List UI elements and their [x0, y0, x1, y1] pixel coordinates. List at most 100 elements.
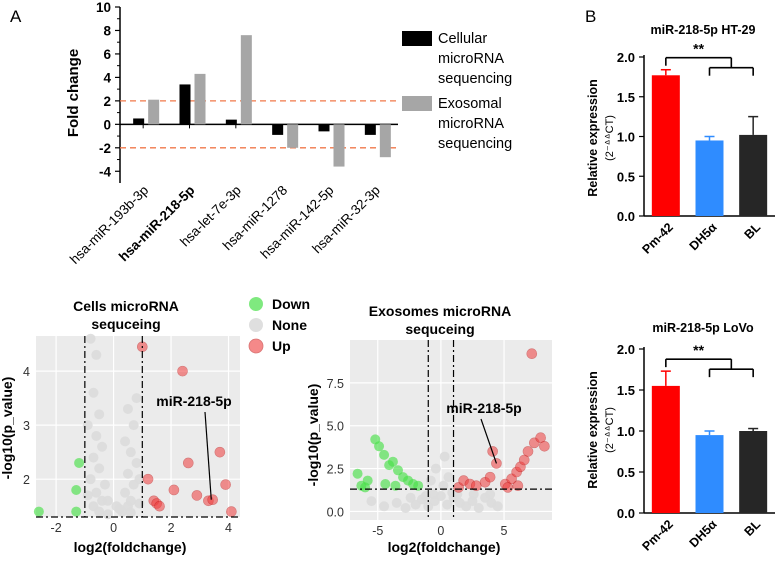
cells-volcano-xlabel: log2(foldchange)	[74, 539, 187, 555]
volcano-xtick-label: -2	[51, 521, 62, 535]
volcano-point-up	[502, 482, 514, 493]
volcano-point-up	[168, 484, 180, 496]
rel-bar	[739, 134, 768, 216]
cells-volcano-chart: Cells microRNA sequceing log2(foldchange…	[0, 296, 310, 555]
volcano-point-down	[33, 506, 44, 517]
volcano-point-up	[226, 506, 237, 517]
volcano-point-none	[82, 420, 93, 431]
cells-volcano-title-1: Cells microRNA	[73, 298, 179, 314]
volcano-xtick-label: 0	[110, 521, 117, 535]
volcano-point-up	[182, 457, 194, 469]
rel-ytick-label: 0.5	[617, 169, 635, 184]
volcano-point-none	[430, 463, 441, 474]
volcano-point-none	[442, 499, 453, 510]
rel-category-label: BL	[742, 517, 764, 539]
volcano-point-none	[97, 441, 108, 452]
legend-label-cellular-3: sequencing	[438, 71, 512, 87]
volcano-annotation-line	[480, 418, 498, 464]
volcano-point-none	[82, 490, 93, 501]
legend-label-up: Up	[272, 338, 291, 354]
volcano-point-none	[88, 387, 99, 398]
volcano-point-none	[85, 474, 96, 485]
volcano-point-none	[85, 333, 96, 344]
fc-bar-exosomal	[240, 35, 252, 125]
fc-ytick-label: -4	[99, 164, 111, 179]
volcano-annotation-line	[204, 411, 212, 500]
cells-volcano-ylabel: -log10(p_value)	[0, 377, 15, 480]
fc-ytick-label: 6	[103, 47, 111, 62]
fc-ytick-label: 10	[96, 0, 111, 15]
volcano-point-none	[134, 498, 145, 509]
fold-change-legend: Cellular microRNA sequencing Exosomal mi…	[402, 31, 512, 152]
fc-bar-exosomal	[148, 99, 160, 125]
fc-bar-cellular	[133, 118, 145, 125]
fc-category-label: hsa-miR-193b-3p	[67, 183, 151, 267]
rel-ytick-label: 2.0	[617, 342, 635, 357]
exosomes-volcano-title-1: Exosomes microRNA	[369, 303, 511, 319]
volcano-ytick-label: 7.5	[327, 377, 344, 391]
volcano-point-none	[439, 451, 450, 462]
fc-ytick-label: -2	[99, 141, 111, 156]
volcano-point-none	[468, 489, 479, 500]
volcano-point-none	[94, 409, 105, 420]
volcano-point-none	[125, 507, 136, 518]
fc-bar-cellular	[179, 84, 191, 125]
rel-category-label: DH5α	[687, 517, 720, 550]
volcano-point-none	[122, 468, 133, 479]
rel-ytick-label: 1.5	[617, 90, 635, 105]
fc-bar-cellular	[364, 124, 376, 135]
rel-ytick-label: 0.0	[617, 506, 635, 521]
volcano-point-none	[91, 349, 102, 360]
volcano-point-down	[374, 441, 385, 452]
volcano-point-none	[400, 503, 411, 513]
volcano-point-none	[405, 492, 416, 503]
exosomes-volcano-title-2: sequceing	[405, 321, 474, 337]
volcano-ytick-label: 5.0	[327, 420, 344, 434]
volcano-point-none	[120, 487, 131, 498]
volcano-point-up	[512, 480, 524, 492]
rel-bar	[695, 140, 724, 216]
lovo-title: miR-218-5p LoVo	[652, 321, 754, 335]
volcano-point-none	[131, 393, 142, 404]
legend-label-cellular-2: microRNA	[438, 51, 504, 67]
volcano-xtick-label: 2	[168, 521, 175, 535]
volcano-point-down	[387, 456, 398, 467]
fc-ytick-label: 0	[103, 117, 111, 132]
legend-swatch-exosomal	[402, 96, 432, 111]
volcano-point-down	[379, 449, 390, 460]
lovo-ylabel-unit: (2⁻ᐞᐞCT)	[604, 407, 616, 453]
fc-bar-exosomal	[194, 73, 206, 125]
legend-dot-down	[249, 297, 263, 311]
volcano-point-down	[360, 482, 371, 493]
volcano-point-down	[380, 479, 391, 489]
legend-label-exosomal-1: Exosomal	[438, 96, 502, 112]
volcano-point-up	[526, 348, 538, 360]
exosomes-volcano-ylabel: -log10(p_value)	[305, 384, 321, 487]
volcano-point-none	[102, 495, 113, 506]
volcano-ytick-label: 2.5	[327, 463, 344, 477]
volcano-point-none	[438, 480, 449, 491]
fc-ytick-label: 8	[103, 23, 111, 38]
fc-ytick-label: 2	[103, 94, 111, 109]
ht29-chart: miR-218-5p HT-29 Relative expression (2⁻…	[586, 23, 775, 257]
rel-bar	[739, 431, 768, 513]
fc-bar-cellular	[225, 119, 237, 125]
rel-ytick-label: 2.0	[617, 50, 635, 65]
volcano-point-down	[352, 468, 363, 479]
volcano-point-none	[391, 497, 402, 508]
panel-label-a: A	[10, 7, 22, 26]
volcano-point-up	[214, 446, 226, 458]
rel-ytick-label: 1.5	[617, 383, 635, 398]
fc-bar-cellular	[318, 124, 330, 132]
volcano-point-none	[379, 501, 390, 512]
volcano-point-up	[191, 490, 203, 501]
rel-ytick-label: 1.0	[617, 424, 635, 439]
legend-label-exosomal-2: microRNA	[438, 116, 504, 132]
volcano-point-none	[443, 472, 454, 483]
volcano-xtick-label: 5	[501, 524, 508, 538]
fc-ytick-label: 4	[103, 70, 111, 85]
volcano-point-down	[392, 465, 403, 476]
legend-label-none: None	[272, 317, 307, 333]
volcano-point-up	[220, 479, 231, 490]
